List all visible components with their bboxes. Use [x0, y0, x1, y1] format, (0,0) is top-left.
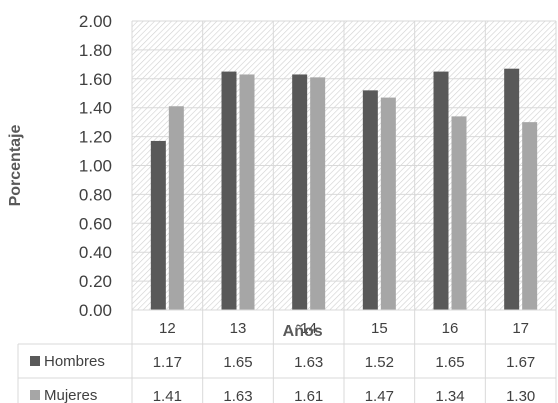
data-label-hombres-14: 1.63: [294, 354, 323, 371]
data-label-hombres-17: 1.67: [506, 354, 535, 371]
y-tick-label: 0.80: [79, 185, 112, 204]
legend-swatch-mujeres: [30, 390, 40, 400]
y-tick-label: 2.00: [79, 12, 112, 31]
data-label-mujeres-12: 1.41: [153, 388, 182, 403]
y-tick-label: 1.60: [79, 70, 112, 89]
bar-mujeres-17: [522, 122, 538, 311]
legend-swatch-hombres: [30, 356, 40, 366]
data-label-hombres-13: 1.65: [223, 354, 252, 371]
bar-hombres-14: [292, 74, 308, 310]
data-label-mujeres-16: 1.34: [435, 388, 464, 403]
bar-hombres-16: [433, 71, 449, 310]
legend-label-hombres: Hombres: [44, 353, 105, 370]
y-tick-label: 0.60: [79, 214, 112, 233]
data-label-hombres-16: 1.65: [435, 354, 464, 371]
bar-mujeres-12: [168, 106, 184, 310]
bar-mujeres-15: [380, 97, 396, 311]
bar-hombres-12: [150, 140, 166, 310]
bar-mujeres-13: [239, 74, 255, 310]
data-label-mujeres-13: 1.63: [223, 388, 252, 403]
x-tick-label: 15: [371, 320, 388, 337]
bar-hombres-13: [221, 71, 237, 310]
bar-mujeres-16: [451, 116, 467, 311]
data-label-mujeres-14: 1.61: [294, 388, 323, 403]
data-label-mujeres-15: 1.47: [365, 388, 394, 403]
x-tick-label: 12: [159, 320, 176, 337]
y-tick-label: 1.40: [79, 99, 112, 118]
x-tick-label: 17: [512, 320, 529, 337]
y-tick-label: 0.20: [79, 272, 112, 291]
x-tick-label: 16: [442, 320, 459, 337]
y-axis-title: Porcentaje: [7, 124, 24, 206]
data-label-mujeres-17: 1.30: [506, 388, 535, 403]
data-label-hombres-12: 1.17: [153, 354, 182, 371]
y-tick-label: 0.00: [79, 301, 112, 320]
bar-mujeres-14: [310, 77, 326, 310]
y-tick-label: 0.40: [79, 243, 112, 262]
bar-hombres-15: [362, 90, 378, 310]
x-axis-title: Años: [283, 323, 323, 340]
data-label-hombres-15: 1.52: [365, 354, 394, 371]
legend-label-mujeres: Mujeres: [44, 387, 97, 403]
y-tick-label: 1.80: [79, 41, 112, 60]
bar-hombres-17: [504, 68, 520, 310]
x-tick-label: 14: [300, 320, 317, 337]
x-tick-label: 13: [230, 320, 247, 337]
y-tick-label: 1.20: [79, 128, 112, 147]
y-tick-label: 1.00: [79, 157, 112, 176]
